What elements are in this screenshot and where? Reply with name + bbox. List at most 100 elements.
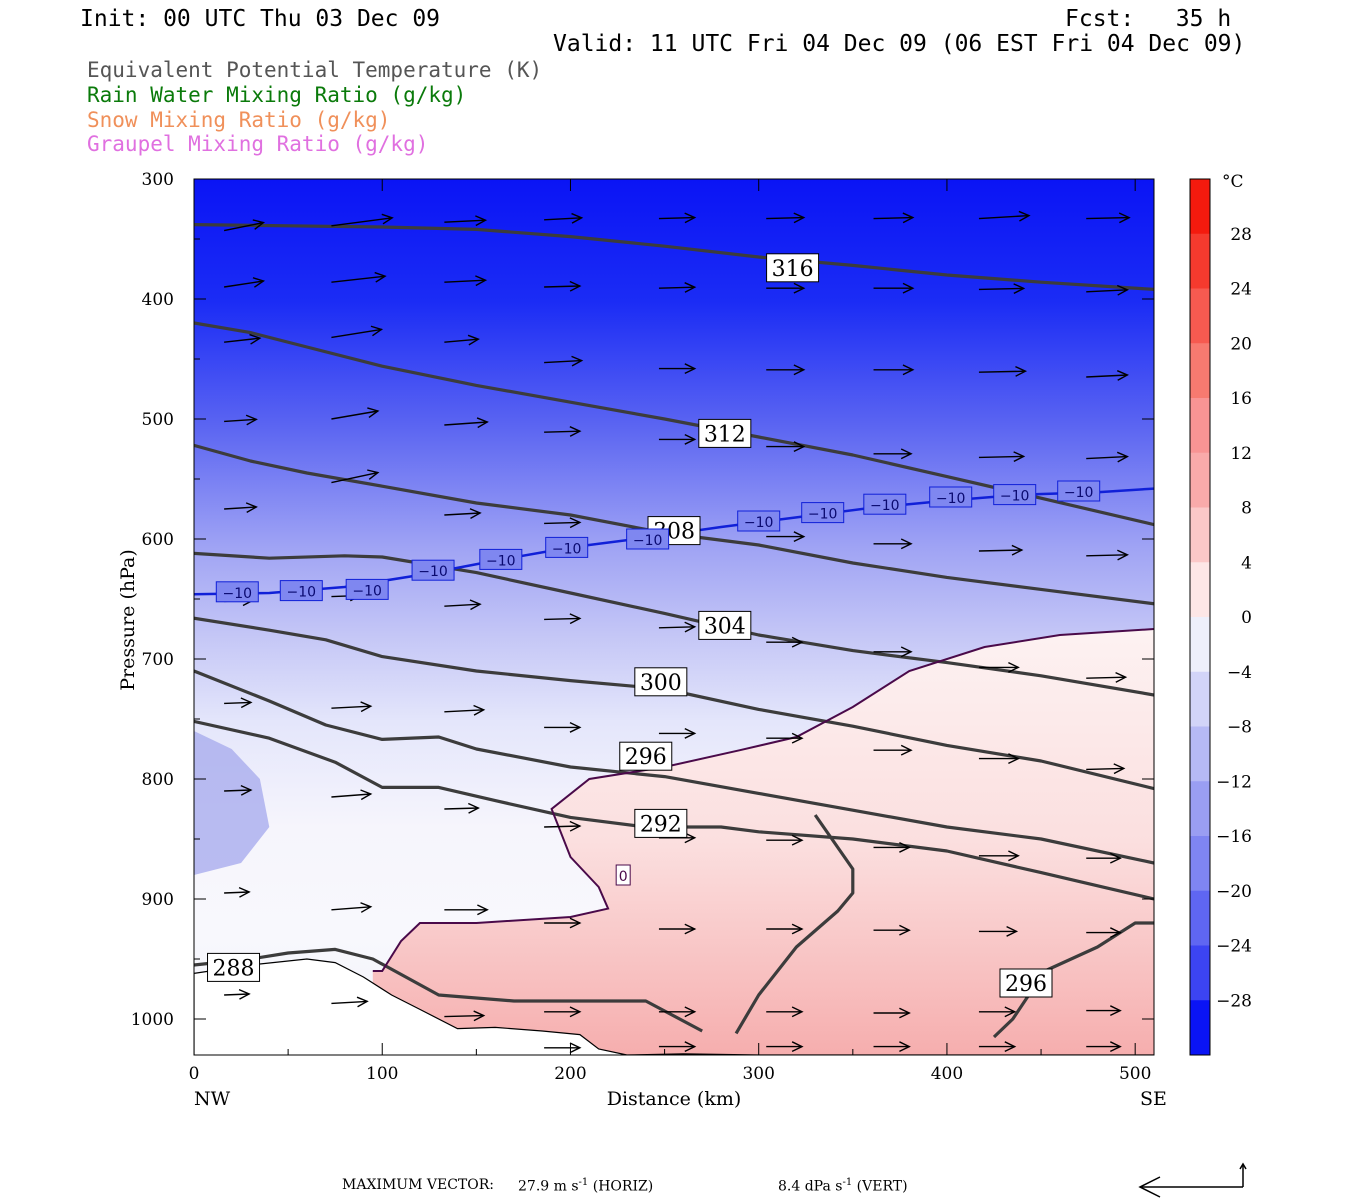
wind-vector-head bbox=[1015, 365, 1028, 377]
theta-e-contour-2 bbox=[194, 443, 1154, 606]
wind-vector-shaft bbox=[1086, 767, 1124, 771]
wind-vector-head bbox=[469, 508, 482, 519]
temp-label-box-minus10-4 bbox=[479, 548, 523, 570]
colorbar-label: −4 bbox=[1227, 663, 1252, 683]
theta-e-label-3: 304 bbox=[704, 614, 746, 639]
temp-label-minus10-6: −10 bbox=[633, 533, 663, 549]
wind-vector-head bbox=[1110, 1005, 1122, 1017]
wind-vector bbox=[444, 1010, 486, 1022]
wind-vector bbox=[223, 219, 266, 232]
colorbar-band bbox=[1190, 945, 1210, 1001]
max-vector-label: MAXIMUM VECTOR: bbox=[342, 1177, 494, 1193]
wind-vector-head bbox=[468, 802, 480, 814]
theta-e-contour-1 bbox=[194, 321, 1154, 527]
wind-vector-shaft bbox=[658, 216, 695, 220]
colorbar-band bbox=[1190, 288, 1210, 344]
colorbar-unit: °C bbox=[1222, 172, 1244, 192]
wind-vector-shaft bbox=[331, 275, 386, 283]
theta-e-label-5: 296 bbox=[625, 745, 667, 770]
wind-vector-head bbox=[252, 219, 266, 230]
wind-vector-head bbox=[791, 732, 804, 744]
y-axis-label: Pressure (hPa) bbox=[117, 549, 139, 691]
theta-e-contour-0 bbox=[194, 223, 1154, 291]
wind-vector bbox=[224, 502, 258, 513]
temp-label-minus10-11: −10 bbox=[1000, 489, 1030, 505]
temp-label-box-minus10-11 bbox=[993, 484, 1037, 506]
wind-vector-shaft bbox=[444, 807, 479, 810]
wind-vector-shaft bbox=[331, 217, 393, 227]
x-tick-label-400: 400 bbox=[931, 1064, 963, 1084]
wind-vector-head bbox=[360, 902, 373, 913]
wind-vector-shaft bbox=[544, 430, 580, 433]
wind-vector bbox=[978, 1006, 1017, 1018]
theta-e-contour-5 bbox=[194, 669, 1154, 865]
wind-vector bbox=[978, 661, 1020, 673]
colorbar-band bbox=[1190, 343, 1210, 399]
theta-e-label-box-3 bbox=[698, 610, 752, 640]
wind-vector bbox=[978, 365, 1028, 377]
wind-vector bbox=[544, 721, 582, 733]
wind-vector-head bbox=[1110, 927, 1122, 939]
wind-vector-shaft bbox=[873, 216, 913, 220]
wind-vector bbox=[444, 704, 486, 716]
theta-e-label-7: 288 bbox=[213, 956, 255, 981]
wind-vector bbox=[1086, 451, 1129, 463]
wind-vector-head bbox=[1008, 850, 1020, 862]
temp-label-box-minus10-1 bbox=[279, 580, 323, 602]
wind-vector bbox=[544, 1042, 582, 1054]
wind-vector-shaft bbox=[544, 617, 580, 621]
colorbar-band bbox=[1190, 836, 1210, 892]
cold-pocket-shading bbox=[194, 731, 270, 875]
wind-vector-head bbox=[902, 364, 915, 376]
theta-e-label-8: 296 bbox=[1005, 972, 1047, 997]
vert-tag: (VERT) bbox=[856, 1178, 908, 1195]
y-tick-label-1000: 1000 bbox=[131, 1010, 174, 1030]
wind-vector-head bbox=[684, 212, 697, 224]
wind-vector-head bbox=[356, 996, 369, 1008]
horiz-tag: (HORIZ) bbox=[592, 1178, 654, 1195]
wind-vector-shaft bbox=[224, 280, 264, 288]
wind-vector-shaft bbox=[331, 410, 379, 420]
wind-vector-shaft bbox=[224, 993, 250, 996]
wind-vector bbox=[331, 789, 373, 801]
temp-label-box-minus10-6 bbox=[626, 528, 670, 550]
wind-vector bbox=[873, 1041, 911, 1053]
wind-vector bbox=[1086, 212, 1131, 224]
wind-vector-shaft bbox=[331, 1000, 368, 1005]
colorbar-label: −8 bbox=[1227, 718, 1252, 738]
wind-vector-head bbox=[571, 355, 584, 367]
wind-vector bbox=[331, 271, 387, 283]
wind-vector-shaft bbox=[224, 891, 250, 894]
theta-e-label-box-1 bbox=[698, 418, 752, 448]
wind-vector-shaft bbox=[978, 370, 1026, 373]
wind-vector-head bbox=[569, 820, 582, 832]
x-axis-left-end-label: NW bbox=[194, 1088, 231, 1110]
wind-vector bbox=[1086, 370, 1129, 381]
wind-vector bbox=[658, 727, 697, 739]
wind-vector bbox=[766, 282, 806, 294]
wind-vector-head bbox=[367, 469, 380, 480]
wind-vector-head bbox=[370, 325, 384, 337]
colorbar-label: 28 bbox=[1230, 225, 1252, 245]
wind-vector bbox=[544, 1006, 582, 1018]
wind-vector-shaft bbox=[978, 287, 1024, 291]
wind-vector bbox=[978, 451, 1026, 463]
theta-e-label-box-6 bbox=[634, 808, 688, 838]
wind-vector-shaft bbox=[224, 506, 257, 510]
wind-vector-head bbox=[1116, 451, 1129, 463]
temp-label-minus10-9: −10 bbox=[870, 498, 900, 514]
wind-vector-shaft bbox=[444, 421, 488, 426]
temp-label-minus10-1: −10 bbox=[287, 585, 317, 601]
theta-e-label-box-7 bbox=[207, 952, 261, 982]
theta-e-contour-7 bbox=[194, 947, 703, 1033]
wind-vector-head bbox=[793, 282, 806, 294]
wind-vector-head bbox=[238, 988, 251, 1000]
wind-vector-head bbox=[684, 1041, 697, 1053]
wind-vector-shaft bbox=[658, 286, 695, 289]
colorbar-label: 4 bbox=[1241, 553, 1252, 573]
theta-e-contour-8 bbox=[734, 814, 855, 1035]
wind-vector bbox=[1086, 763, 1126, 775]
wind-vector-head bbox=[569, 1006, 582, 1018]
wind-vector bbox=[873, 744, 913, 756]
wind-vector bbox=[224, 333, 262, 345]
